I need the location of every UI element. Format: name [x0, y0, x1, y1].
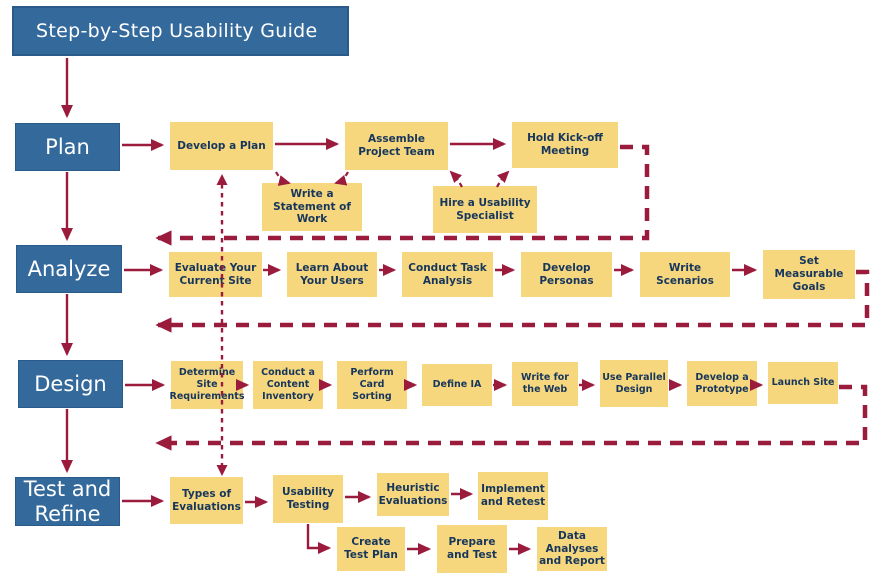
step-types-of-evaluations: Types of Evaluations	[170, 477, 243, 524]
diagram-title-label: Step-by-Step Usability Guide	[36, 20, 318, 42]
dashed-arrow-specialist-to-assemble-team	[449, 170, 463, 188]
step-prepare-and-test: Prepare and Test	[437, 525, 507, 573]
step-define-ia: Define IA	[422, 364, 492, 406]
step-develop-personas: Develop Personas	[521, 252, 612, 297]
step-determine-site-requirements: Determine Site Requirements	[170, 361, 245, 409]
step-write-a-statement-of-work: Write a Statement of Work	[262, 183, 362, 231]
dotted-connector-down-arrowhead	[216, 465, 228, 476]
phase-plan-label: Plan	[45, 134, 90, 159]
phase-test-and-refine: Test and Refine	[15, 477, 120, 526]
step-perform-card-sorting: Perform Card Sorting	[337, 361, 407, 409]
step-learn-about-your-users: Learn About Your Users	[287, 252, 377, 297]
dashed-arrow-assemble-team-to-statement	[334, 171, 349, 186]
phase-analyze-label: Analyze	[27, 256, 111, 281]
step-create-test-plan: Create Test Plan	[337, 527, 405, 571]
dashed-arrow-specialist-to-kickoff	[496, 170, 510, 188]
step-hire-a-usability-specialist: Hire a Usability Specialist	[433, 186, 537, 233]
phase-test-and-refine-label: Test and Refine	[23, 477, 112, 526]
step-heuristic-evaluations: Heuristic Evaluations	[377, 473, 449, 516]
phase-design: Design	[18, 360, 123, 408]
step-develop-a-plan: Develop a Plan	[170, 122, 273, 170]
dotted-connector-up-arrowhead	[216, 174, 228, 185]
step-develop-a-prototype: Develop a Prototype	[687, 361, 757, 406]
step-data-analyses-and-report: Data Analyses and Report	[537, 527, 607, 571]
phase-analyze: Analyze	[16, 245, 122, 293]
phase-design-label: Design	[34, 371, 107, 396]
step-write-scenarios: Write Scenarios	[640, 252, 730, 297]
step-conduct-a-content-inventory: Conduct a Content Inventory	[253, 361, 323, 409]
step-usability-testing: Usability Testing	[273, 475, 343, 523]
step-write-for-the-web: Write for the Web	[512, 362, 578, 406]
step-set-measurable-goals: Set Measurable Goals	[763, 250, 855, 299]
step-assemble-project-team: Assemble Project Team	[345, 122, 448, 170]
diagram-title: Step-by-Step Usability Guide	[12, 6, 349, 56]
step-use-parallel-design: Use Parallel Design	[600, 360, 668, 407]
step-conduct-task-analysis: Conduct Task Analysis	[402, 252, 493, 297]
dashed-arrow-develop-plan-to-statement	[275, 171, 291, 186]
phase-plan: Plan	[15, 123, 120, 171]
step-launch-site: Launch Site	[768, 362, 838, 404]
step-evaluate-your-current-site: Evaluate Your Current Site	[169, 252, 262, 297]
arrow-usability-to-create-test-plan	[306, 524, 332, 554]
feedback-loop-goals-to-design	[155, 269, 870, 333]
step-implement-and-retest: Implement and Retest	[478, 472, 548, 520]
step-hold-kick-off-meeting: Hold Kick-off Meeting	[512, 122, 618, 168]
